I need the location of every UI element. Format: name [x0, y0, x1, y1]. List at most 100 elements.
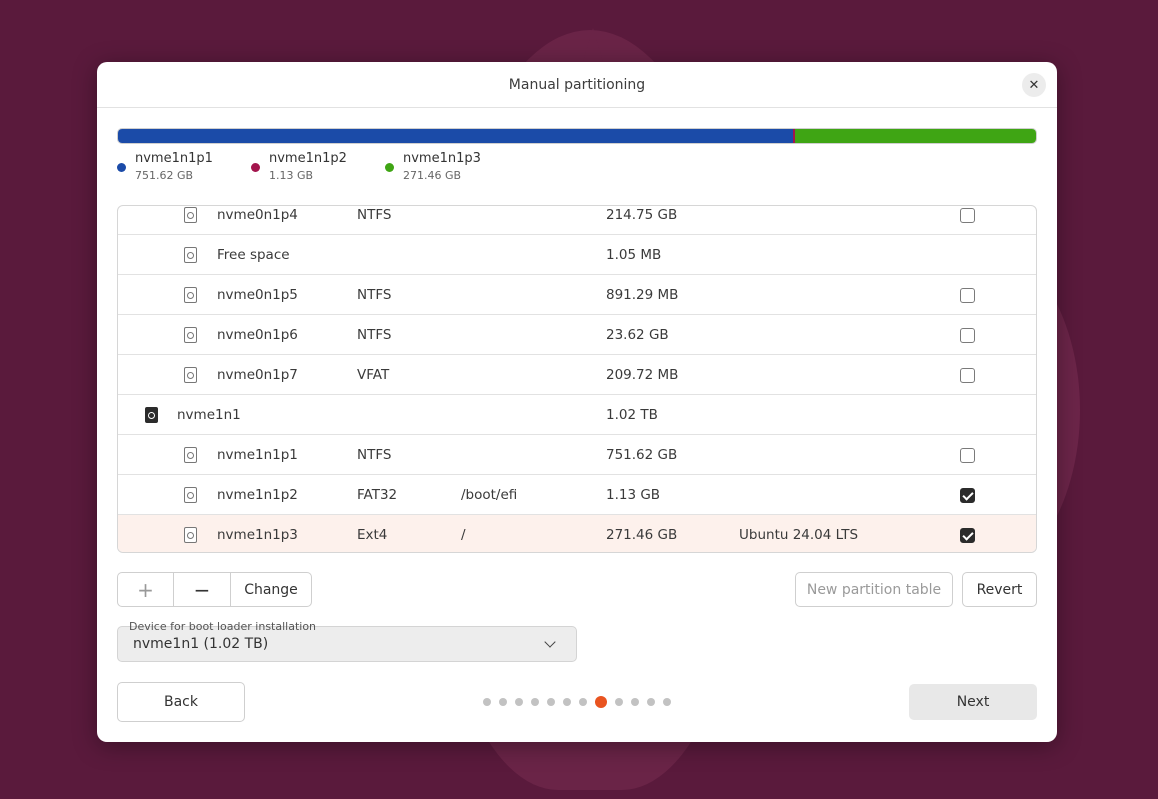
step-dot [547, 698, 555, 706]
legend-name: nvme1n1p2 [269, 151, 347, 166]
partition-actions: + − Change [117, 572, 312, 607]
legend-dot-icon [251, 163, 260, 172]
step-dot [499, 698, 507, 706]
size-cell: 214.75 GB [606, 207, 678, 223]
usage-segment-nvme1n1p2 [792, 129, 795, 143]
bootloader-device-select[interactable]: nvme1n1 (1.02 TB) [117, 626, 577, 662]
back-button[interactable]: Back [117, 682, 245, 722]
device-cell: Free space [217, 247, 290, 263]
mount-point-cell: /boot/efi [461, 487, 518, 503]
disk-usage-bar [117, 128, 1037, 144]
legend-item: nvme1n1p2 1.13 GB [251, 151, 385, 185]
legend-dot-icon [385, 163, 394, 172]
drive-icon [184, 247, 197, 263]
drive-icon [184, 487, 197, 503]
table-row[interactable]: nvme1n1p2 FAT32/boot/efi 1.13 GB [118, 475, 1036, 515]
drive-icon [145, 407, 158, 423]
type-cell: NTFS [357, 207, 392, 223]
step-dot [663, 698, 671, 706]
step-dot [615, 698, 623, 706]
type-cell: NTFS [357, 327, 392, 343]
table-row[interactable]: nvme0n1p7 VFAT 209.72 MB [118, 355, 1036, 395]
legend-name: nvme1n1p1 [135, 151, 213, 166]
table-row[interactable]: nvme0n1p5 NTFS 891.29 MB [118, 275, 1036, 315]
device-cell: nvme0n1p7 [217, 367, 298, 383]
type-cell: Ext4 [357, 527, 388, 543]
chevron-down-icon [544, 636, 556, 648]
type-cell: NTFS [357, 287, 392, 303]
device-cell: nvme1n1p1 [217, 447, 298, 463]
partition-table[interactable]: nvme0n1p4 NTFS 214.75 GB Free space 1.05 MB n… [117, 205, 1037, 553]
format-checkbox[interactable] [960, 448, 975, 463]
next-button[interactable]: Next [909, 684, 1037, 720]
type-cell: VFAT [357, 367, 390, 383]
drive-icon [184, 527, 197, 543]
size-cell: 751.62 GB [606, 447, 678, 463]
drive-icon [184, 207, 197, 223]
legend-size: 751.62 GB [135, 169, 194, 182]
drive-icon [184, 367, 197, 383]
size-cell: 1.02 TB [606, 407, 658, 423]
add-partition-button[interactable]: + [118, 573, 174, 606]
step-dot [595, 696, 607, 708]
bootloader-label: Device for boot loader installation [129, 620, 317, 633]
change-partition-button[interactable]: Change [244, 581, 298, 598]
table-row[interactable]: Free space 1.05 MB [118, 235, 1036, 275]
size-cell: 209.72 MB [606, 367, 679, 383]
drive-icon [184, 327, 197, 343]
size-cell: 23.62 GB [606, 327, 669, 343]
legend-item: nvme1n1p3 271.46 GB [385, 151, 519, 185]
legend-name: nvme1n1p3 [403, 151, 481, 166]
revert-button[interactable]: Revert [962, 572, 1037, 607]
titlebar: Manual partitioning ✕ [97, 62, 1057, 108]
device-cell: nvme1n1p3 [217, 527, 298, 543]
close-button[interactable]: ✕ [1022, 73, 1046, 97]
device-cell: nvme0n1p5 [217, 287, 298, 303]
format-checkbox[interactable] [960, 528, 975, 543]
format-checkbox[interactable] [960, 488, 975, 503]
step-dot [563, 698, 571, 706]
format-checkbox[interactable] [960, 368, 975, 383]
type-cell: NTFS [357, 447, 392, 463]
table-row[interactable]: nvme1n1 1.02 TB [118, 395, 1036, 435]
step-dot [483, 698, 491, 706]
legend-dot-icon [117, 163, 126, 172]
table-row[interactable]: nvme1n1p3 Ext4 / 271.46 GB Ubuntu 24.04 LTS [118, 515, 1036, 552]
step-dot [647, 698, 655, 706]
type-cell: FAT32 [357, 487, 398, 503]
device-cell: nvme1n1 [177, 407, 241, 423]
size-cell: 271.46 GB [606, 527, 678, 543]
close-icon: ✕ [1028, 77, 1040, 93]
legend-item: nvme1n1p1 751.62 GB [117, 151, 251, 185]
manual-partitioning-dialog: Manual partitioning ✕ nvme1n1p1 751.62 G… [97, 62, 1057, 742]
device-cell: nvme0n1p6 [217, 327, 298, 343]
step-dot [531, 698, 539, 706]
usage-segment-nvme1n1p3 [794, 129, 1036, 143]
format-checkbox[interactable] [960, 288, 975, 303]
mount-point-cell: / [461, 527, 466, 543]
size-cell: 1.13 GB [606, 487, 661, 503]
size-cell: 1.05 MB [606, 247, 662, 263]
format-checkbox[interactable] [960, 208, 975, 223]
drive-icon [184, 287, 197, 303]
system-cell: Ubuntu 24.04 LTS [739, 527, 859, 543]
dialog-title: Manual partitioning [508, 76, 646, 93]
table-row[interactable]: nvme0n1p6 NTFS 23.62 GB [118, 315, 1036, 355]
format-checkbox[interactable] [960, 328, 975, 343]
bootloader-device-value: nvme1n1 (1.02 TB) [133, 636, 269, 652]
drive-icon [184, 447, 197, 463]
remove-partition-button[interactable]: − [174, 573, 231, 606]
step-dot [515, 698, 523, 706]
device-cell: nvme0n1p4 [217, 207, 298, 223]
device-cell: nvme1n1p2 [217, 487, 298, 503]
step-indicator [483, 696, 679, 708]
table-row[interactable]: nvme1n1p1 NTFS 751.62 GB [118, 435, 1036, 475]
usage-legend: nvme1n1p1 751.62 GB nvme1n1p2 1.13 GB nv… [117, 151, 519, 185]
new-partition-table-button[interactable]: New partition table [795, 572, 953, 607]
table-row[interactable]: nvme0n1p4 NTFS 214.75 GB [118, 206, 1036, 235]
usage-segment-nvme1n1p1 [118, 129, 793, 143]
step-dot [579, 698, 587, 706]
step-dot [631, 698, 639, 706]
legend-size: 1.13 GB [269, 169, 314, 182]
legend-size: 271.46 GB [403, 169, 462, 182]
